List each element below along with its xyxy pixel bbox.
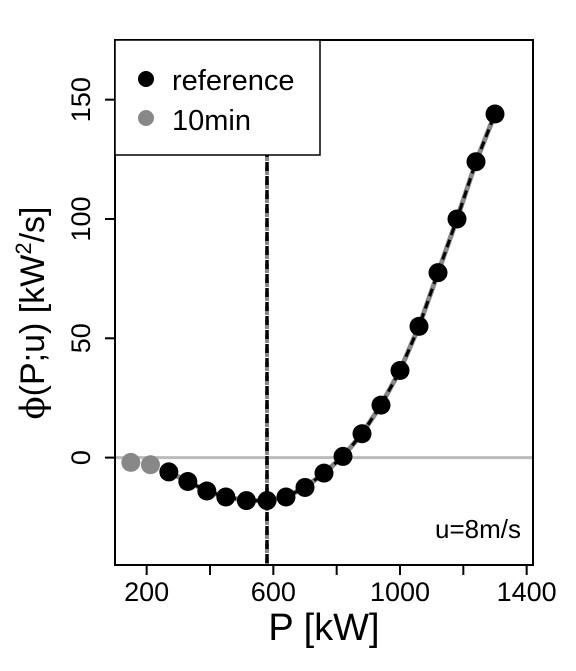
data-point-reference-14 [428,263,448,283]
y-axis-label-phi: ϕ [13,396,53,419]
x-tick-label-600: 600 [251,577,296,607]
y-axis-label-tail: /s] [14,206,52,242]
data-point-reference-2 [197,481,217,501]
data-point-reference-6 [276,487,296,507]
legend-label-10min: 10min [172,105,251,137]
y-tick-label-150: 150 [66,77,96,122]
data-point-reference-0 [159,462,179,482]
x-tick-label-1000: 1000 [370,577,430,607]
data-point-reference-7 [295,477,315,497]
data-point-reference-15 [447,209,467,229]
data-point-reference-8 [314,463,334,483]
y-axis-label-sup: 2 [11,242,36,254]
y-axis-label-main: (P;u) [kW [14,255,52,397]
x-tick-label-1400: 1400 [497,577,557,607]
data-point-10min-0 [121,452,141,472]
data-point-reference-9 [333,446,353,466]
y-axis-label: ϕ(P;u) [kW2/s] [11,206,53,419]
legend-marker-10min [138,110,154,126]
data-point-reference-5 [257,491,277,511]
data-point-reference-3 [216,487,236,507]
y-tick-label-100: 100 [66,196,96,241]
y-tick-label-0: 0 [66,450,96,465]
legend-label-reference: reference [172,65,295,97]
legend: reference 10min [114,39,321,156]
legend-box [114,39,321,156]
data-point-reference-11 [371,395,391,415]
x-tick-label-200: 200 [124,577,169,607]
data-point-reference-17 [485,104,505,124]
y-tick-label-50: 50 [66,323,96,353]
legend-marker-reference [138,71,154,87]
data-point-reference-16 [466,152,486,172]
data-point-reference-1 [178,471,198,491]
data-point-reference-12 [390,361,410,381]
data-point-reference-13 [409,316,429,336]
data-point-10min-1 [140,455,160,475]
data-point-reference-4 [236,491,256,511]
data-point-reference-10 [352,424,372,444]
x-axis-label: P [kW] [268,607,379,649]
annotation-wind-speed: u=8m/s [435,514,521,544]
